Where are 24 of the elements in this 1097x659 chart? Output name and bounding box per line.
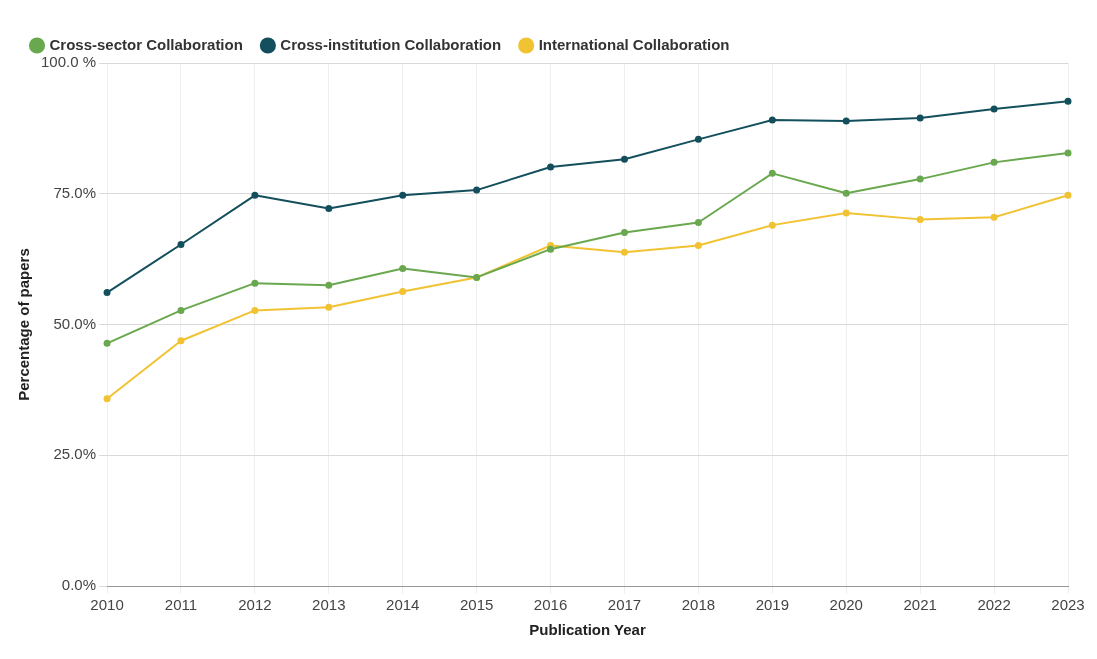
y-tick-label: 0.0% (61, 576, 97, 594)
legend-label: International Collaboration (538, 35, 730, 53)
x-tick-label: 2014 (386, 596, 420, 614)
x-tick-label: 2015 (459, 596, 494, 614)
x-tick-label: 2022 (977, 596, 1011, 614)
x-tick-label: 2018 (681, 596, 716, 614)
x-tick-label: 2012 (238, 596, 272, 614)
y-tick-label: 50.0% (53, 314, 97, 332)
legend-label: Cross-sector Collaboration (49, 35, 243, 53)
y-tick-label: 25.0% (53, 445, 97, 463)
x-tick-label: 2011 (164, 596, 198, 614)
y-tick-label: 75.0% (53, 183, 97, 201)
y-axis-title: Percentage of papers (15, 248, 33, 401)
x-tick-label: 2016 (533, 596, 568, 614)
x-tick-label: 2020 (829, 596, 863, 614)
x-tick-label: 2021 (903, 596, 937, 614)
x-tick-label: 2010 (90, 596, 124, 614)
y-tick-label: 100.0 % (40, 53, 97, 71)
x-tick-label: 2023 (1051, 596, 1085, 614)
x-axis-title: Publication Year (529, 621, 646, 639)
x-tick-label: 2017 (607, 596, 642, 614)
legend-label: Cross-institution Collaboration (280, 35, 502, 53)
x-tick-label: 2019 (755, 596, 790, 614)
x-tick-label: 2013 (312, 596, 346, 614)
